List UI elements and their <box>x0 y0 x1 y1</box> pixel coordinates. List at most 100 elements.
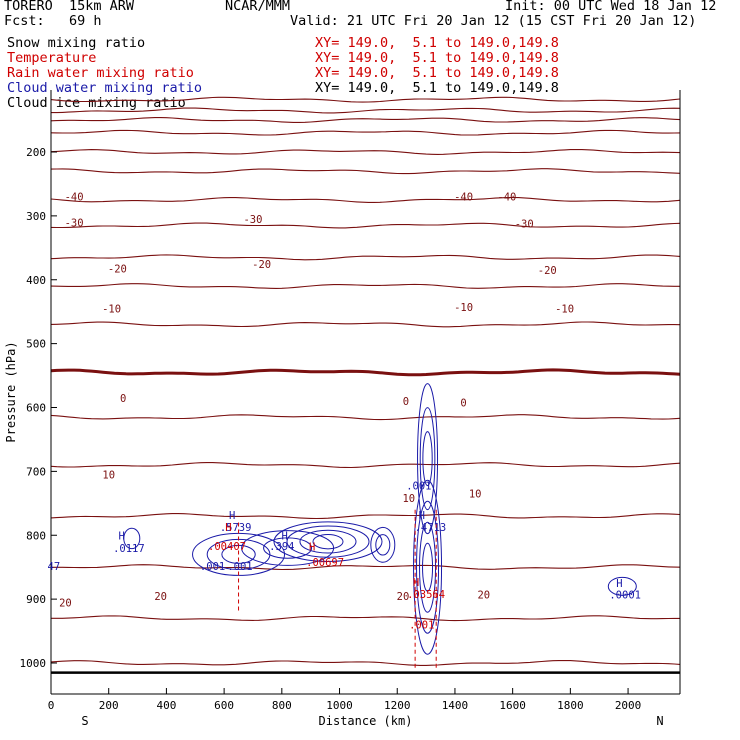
value-label: .00407 <box>208 541 246 553</box>
cloud-contour <box>419 407 436 511</box>
center-title: NCAR/MMM <box>225 0 291 14</box>
cloud-contour <box>416 500 440 634</box>
value-label: .03564 <box>407 589 445 601</box>
x-tick-label: 200 <box>99 699 119 712</box>
x-tick-label: 1200 <box>384 699 411 712</box>
value-label: .001 <box>200 561 225 573</box>
x-end-label-south: S <box>81 714 88 728</box>
isotherm-label: -20 <box>538 265 557 277</box>
value-label: .0001 <box>609 590 641 602</box>
isotherm-label: 10 <box>402 493 415 505</box>
y-tick-label: 1000 <box>20 657 47 670</box>
isotherm--25 <box>50 197 681 203</box>
x-axis-label: Distance (km) <box>319 714 413 728</box>
x-tick-label: 0 <box>48 699 55 712</box>
isotherm-label: 0 <box>460 397 466 409</box>
isotherm-label: 10 <box>102 470 115 482</box>
isotherm-label: -10 <box>102 303 121 315</box>
cloud-contour <box>123 527 141 550</box>
isotherm-label: 20 <box>397 591 410 603</box>
isotherm--55 <box>50 96 681 103</box>
y-tick-label: 800 <box>26 529 46 542</box>
value-label: .0117 <box>113 543 145 555</box>
x-tick-label: 800 <box>272 699 292 712</box>
field-xy-temperature: XY= 149.0, 5.1 to 149.0,149.8 <box>315 35 559 51</box>
isotherm-label: 0 <box>120 393 126 405</box>
x-end-label-north: N <box>656 714 663 728</box>
value-label: .001 <box>406 480 431 492</box>
value-label: H <box>309 542 315 554</box>
field-label-cloud-ice: Cloud ice mixing ratio <box>7 95 186 111</box>
cloud-contour <box>375 534 391 556</box>
isotherm-label: -20 <box>108 263 127 275</box>
field-label-cloud-water: Cloud water mixing ratio <box>7 80 203 96</box>
value-label: H <box>225 522 231 534</box>
contour-layer <box>50 96 681 674</box>
y-tick-label: 200 <box>26 146 46 159</box>
label-layer: -40 -40 -40 -30 -30 -30 -20 -20 -20 -10 -10 -10 0 0 0 1… <box>48 192 641 632</box>
field-xy-rain: XY= 149.0, 5.1 to 149.0,149.8 <box>315 50 559 66</box>
field-xy-cloud-ice: XY= 149.0, 5.1 to 149.0,149.8 <box>315 80 559 96</box>
isotherm-label: -10 <box>555 303 574 315</box>
isotherm-20 <box>51 564 681 571</box>
isotherm-0 <box>50 368 681 377</box>
isotherm-label: -20 <box>252 259 271 271</box>
value-label: .4713 <box>415 522 447 534</box>
x-tick-label: 1600 <box>499 699 526 712</box>
isotherm-label: 20 <box>59 597 72 609</box>
y-tick-label: 400 <box>26 274 46 287</box>
value-label: H <box>413 577 419 589</box>
cloud-contour <box>419 521 437 613</box>
isotherm-25 <box>51 615 680 622</box>
value-label: .394 <box>269 541 294 553</box>
y-tick-label: 600 <box>26 402 46 415</box>
value-label: .001 <box>409 620 434 632</box>
cloud-contour <box>417 383 439 535</box>
cloud-contour <box>312 533 344 550</box>
isotherm-label: -40 <box>454 192 473 204</box>
isotherm-label: -40 <box>497 192 516 204</box>
isotherm--40 <box>50 129 681 136</box>
y-tick-label: 500 <box>26 338 46 351</box>
isotherm--45 <box>50 117 681 123</box>
isotherm-10 <box>50 462 681 469</box>
x-tick-label: 2000 <box>615 699 642 712</box>
isotherm-label: -30 <box>243 214 262 226</box>
field-label-temperature: Temperature <box>7 50 97 66</box>
value-label: .5739 <box>220 522 252 534</box>
cloud-contour <box>370 526 396 563</box>
cloud-contour <box>273 521 383 562</box>
isotherm-label: 10 <box>469 489 482 501</box>
isotherm--35 <box>50 148 681 155</box>
y-tick-label: 700 <box>26 465 46 478</box>
valid-time: Valid: 21 UTC Fri 20 Jan 12 (15 CST Fri … <box>290 13 697 29</box>
x-tick-label: 400 <box>156 699 176 712</box>
x-tick-label: 1400 <box>442 699 469 712</box>
field-xy-cloud-water: XY= 149.0, 5.1 to 149.0,149.8 <box>315 65 559 81</box>
x-tick-label: 600 <box>214 699 234 712</box>
y-tick-label: 300 <box>26 210 46 223</box>
cloud-contour <box>607 576 637 596</box>
isotherm--50 <box>51 107 681 114</box>
x-tick-label: 1000 <box>326 699 353 712</box>
isotherm--20 <box>50 222 681 229</box>
isotherm-label: 0 <box>403 396 409 408</box>
isotherm-label: -10 <box>454 302 473 314</box>
isotherm-label: -30 <box>515 219 534 231</box>
cloud-contour <box>299 529 357 554</box>
cloud-contour <box>422 431 433 487</box>
isotherm-5 <box>50 414 681 421</box>
isotherm--5 <box>50 321 681 328</box>
isotherm--15 <box>50 254 681 261</box>
field-label-snow: Snow mixing ratio <box>7 35 146 51</box>
value-label: H <box>282 530 288 542</box>
isotherm-15 <box>50 513 681 520</box>
isotherm--10 <box>50 283 680 289</box>
value-label: H <box>419 510 425 522</box>
cloud-contour <box>286 525 370 558</box>
isotherm-label: 20 <box>154 591 167 603</box>
value-label: .00697 <box>306 557 344 569</box>
x-tick-label: 1800 <box>557 699 584 712</box>
